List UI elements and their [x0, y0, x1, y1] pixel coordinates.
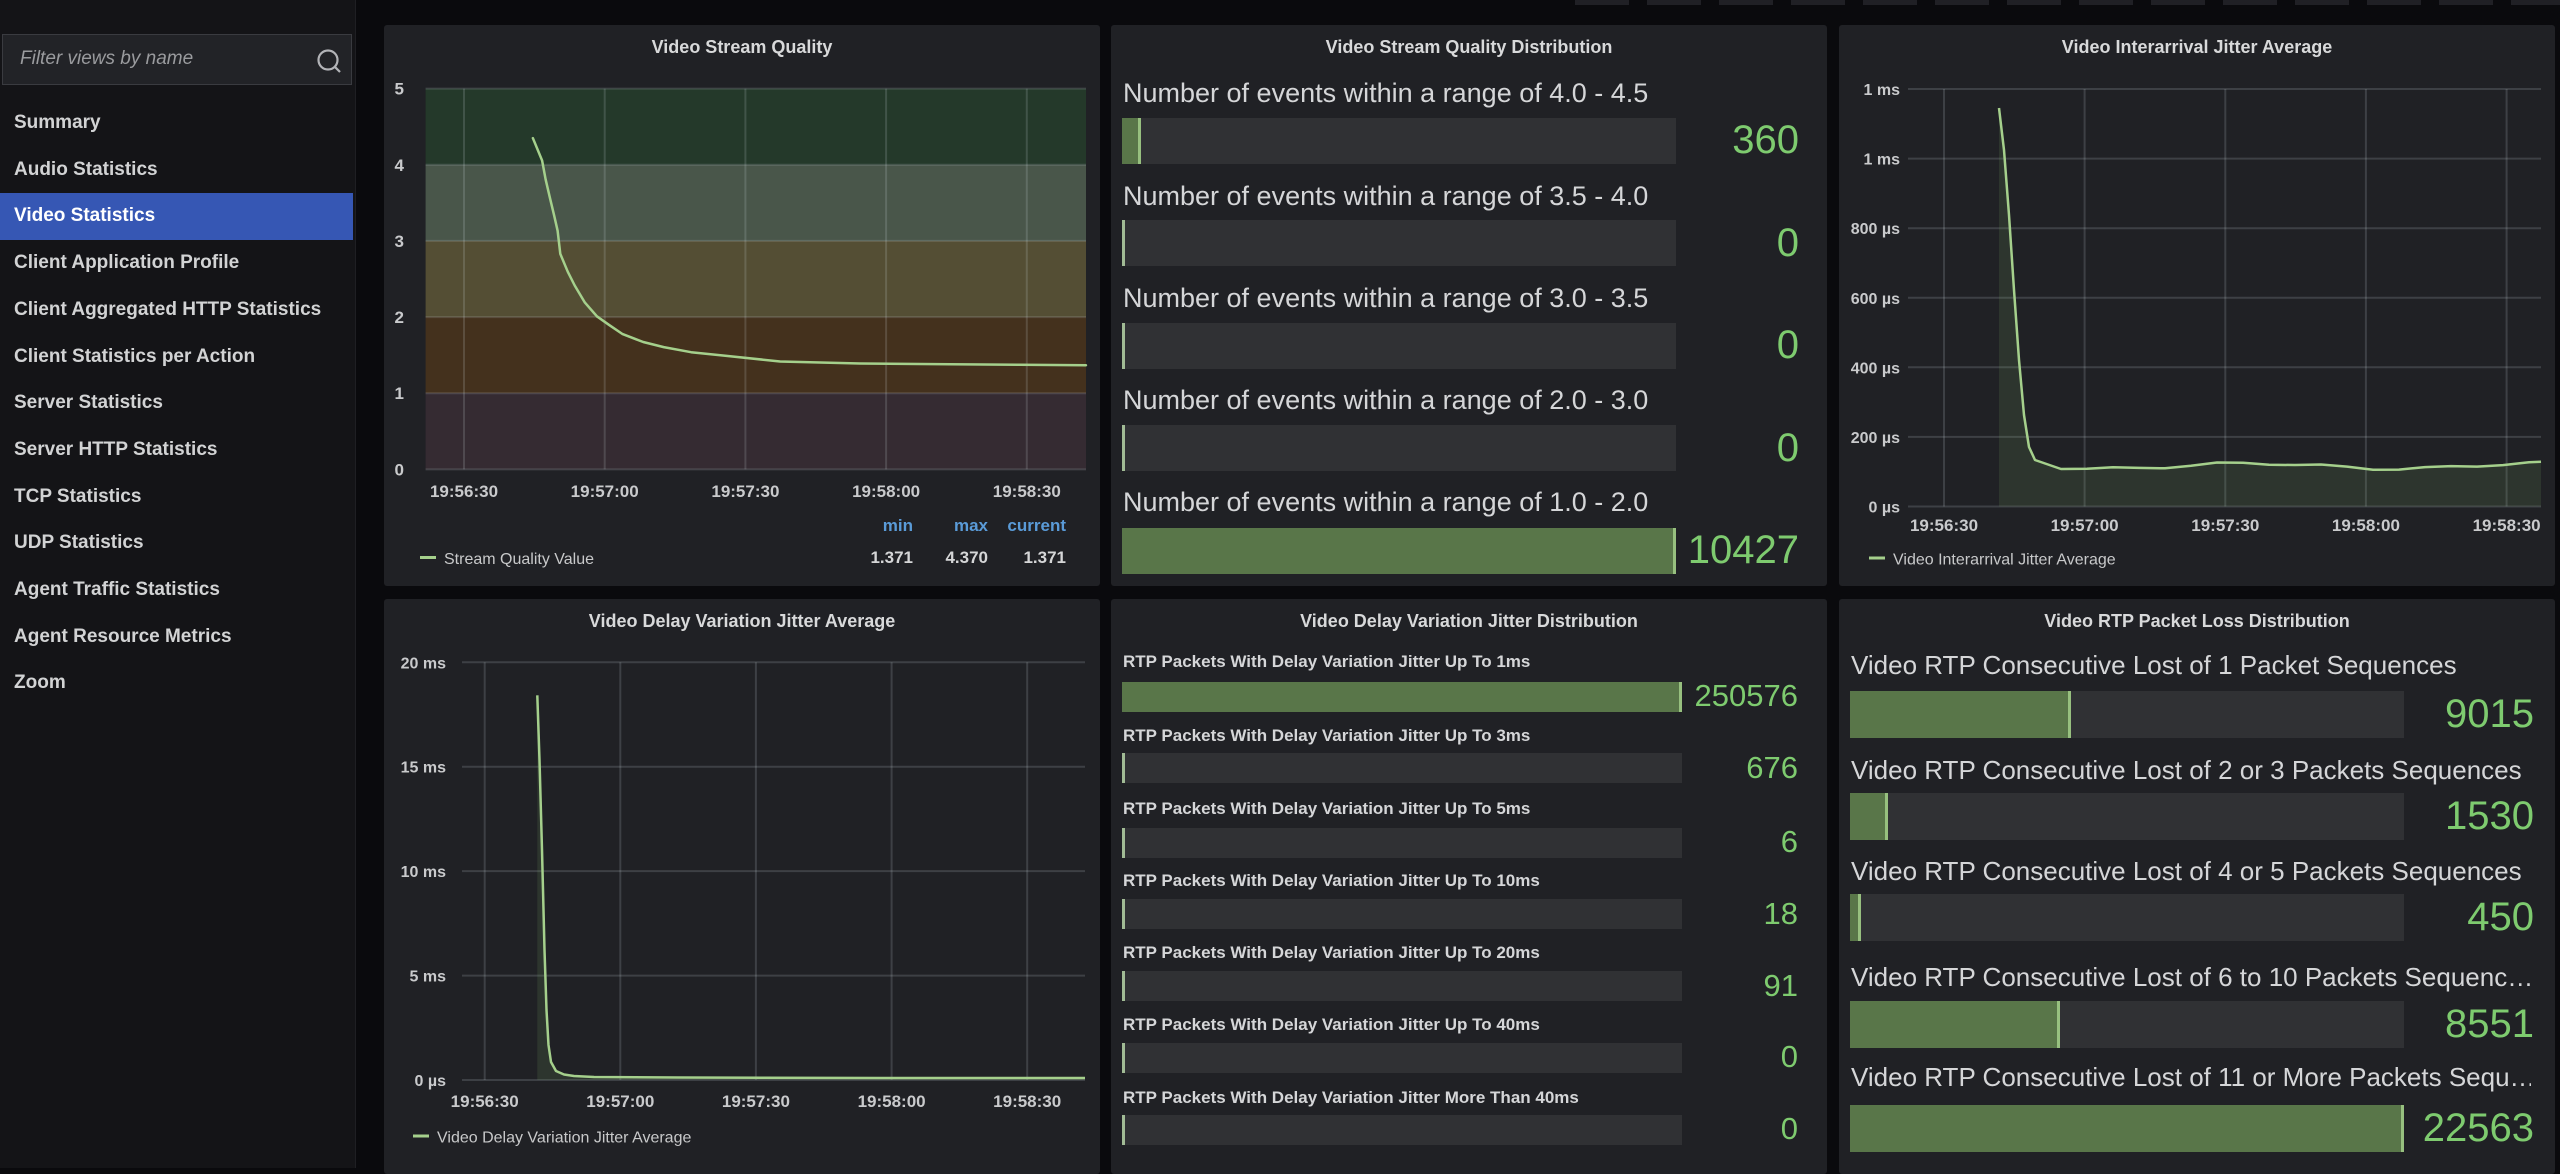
svg-text:19:58:30: 19:58:30 [993, 482, 1061, 501]
svg-text:19:58:00: 19:58:00 [852, 482, 920, 501]
svg-text:1.371: 1.371 [870, 548, 913, 567]
svg-text:15 ms: 15 ms [401, 760, 446, 777]
svg-text:1 ms: 1 ms [1864, 152, 1901, 169]
svg-text:0 µs: 0 µs [415, 1073, 447, 1090]
svg-text:max: max [954, 516, 989, 535]
svg-text:19:58:00: 19:58:00 [2332, 516, 2400, 535]
svg-text:1: 1 [395, 384, 404, 403]
svg-text:3: 3 [395, 232, 404, 251]
svg-text:600 µs: 600 µs [1851, 291, 1900, 308]
svg-text:19:57:30: 19:57:30 [711, 482, 779, 501]
svg-text:19:58:30: 19:58:30 [2473, 516, 2541, 535]
svg-text:19:58:00: 19:58:00 [858, 1092, 926, 1111]
svg-text:5: 5 [395, 80, 404, 99]
svg-text:19:56:30: 19:56:30 [1910, 516, 1978, 535]
svg-text:0 µs: 0 µs [1869, 500, 1901, 517]
svg-text:19:57:30: 19:57:30 [2191, 516, 2259, 535]
svg-text:19:57:00: 19:57:00 [2051, 516, 2119, 535]
svg-text:10 ms: 10 ms [401, 864, 446, 881]
svg-text:19:57:00: 19:57:00 [571, 482, 639, 501]
svg-text:19:56:30: 19:56:30 [430, 482, 498, 501]
svg-text:Video Interarrival Jitter Aver: Video Interarrival Jitter Average [1893, 552, 2116, 569]
svg-text:Video Delay Variation Jitter A: Video Delay Variation Jitter Average [437, 1130, 691, 1147]
svg-text:19:56:30: 19:56:30 [451, 1092, 519, 1111]
svg-text:800 µs: 800 µs [1851, 221, 1900, 238]
svg-text:current: current [1007, 516, 1066, 535]
svg-text:400 µs: 400 µs [1851, 360, 1900, 377]
svg-text:1 ms: 1 ms [1864, 82, 1901, 99]
svg-text:19:58:30: 19:58:30 [993, 1092, 1061, 1111]
svg-text:2: 2 [395, 308, 404, 327]
svg-text:20 ms: 20 ms [401, 655, 446, 672]
svg-text:4.370: 4.370 [945, 548, 988, 567]
svg-text:min: min [883, 516, 913, 535]
svg-text:1.371: 1.371 [1023, 548, 1066, 567]
svg-text:Stream Quality Value: Stream Quality Value [444, 551, 594, 568]
svg-text:0: 0 [395, 460, 404, 479]
svg-text:5 ms: 5 ms [410, 969, 447, 986]
svg-text:200 µs: 200 µs [1851, 430, 1900, 447]
svg-text:4: 4 [395, 156, 405, 175]
svg-text:19:57:00: 19:57:00 [586, 1092, 654, 1111]
svg-text:19:57:30: 19:57:30 [722, 1092, 790, 1111]
